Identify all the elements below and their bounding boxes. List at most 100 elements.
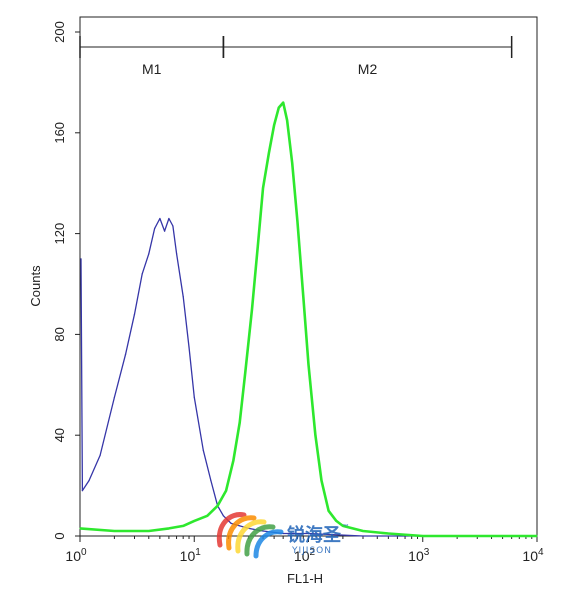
series-point [113, 396, 115, 398]
series-point [342, 525, 344, 527]
y-tick: 40 [52, 428, 80, 442]
series-point [273, 124, 275, 126]
series-point [286, 119, 288, 121]
x-tick: 100 [65, 536, 87, 564]
gate-label: M2 [358, 61, 378, 77]
series-point [314, 434, 316, 436]
series-point [262, 530, 264, 532]
series-point [164, 230, 166, 232]
plot-frame [79, 16, 538, 537]
series-point [81, 490, 83, 492]
logo-tm: ™ [342, 523, 350, 532]
series-point [307, 364, 310, 366]
series-point [302, 296, 304, 298]
series-point [291, 162, 293, 164]
series-point [88, 480, 90, 482]
gate-m2: M2 [222, 36, 513, 77]
series-point [210, 480, 212, 482]
series-point [172, 225, 174, 227]
logo-subtext: YIJISON [291, 546, 332, 556]
series-point [251, 308, 253, 310]
x-tick: 104 [522, 536, 544, 564]
series-point [148, 253, 150, 255]
series-point [124, 354, 127, 356]
y-tick-label: 80 [52, 327, 67, 341]
series-point [141, 273, 143, 275]
series-point [232, 459, 234, 461]
y-tick-label: 40 [52, 428, 67, 442]
gate-markers: M1 M2 [79, 36, 513, 77]
series-point [133, 313, 136, 315]
x-tick-label: 102 [294, 547, 316, 564]
series-point [362, 530, 364, 532]
series-point [188, 346, 190, 348]
y-tick: 160 [52, 122, 80, 144]
series-point [176, 253, 178, 255]
series-1 [79, 101, 538, 538]
series-point [222, 515, 224, 517]
series-point [362, 535, 364, 537]
series-point [335, 520, 337, 522]
y-tick: 120 [52, 223, 80, 245]
series-line [79, 101, 537, 538]
series-point [168, 217, 170, 220]
logo-text: 锐海圣 [287, 524, 342, 546]
y-tick-label: 120 [52, 223, 67, 245]
series-point [387, 532, 389, 535]
x-axis-label: FL1-H [287, 571, 323, 586]
series-point [182, 296, 184, 298]
series-point [168, 527, 170, 530]
y-tick: 200 [52, 21, 80, 43]
series-point [296, 220, 298, 222]
x-tick: 102 [294, 536, 316, 564]
series-point [225, 490, 227, 492]
x-tick-label: 104 [522, 547, 544, 564]
y-tick: 80 [52, 327, 80, 342]
x-tick-label: 101 [180, 547, 202, 564]
x-tick: 103 [408, 536, 430, 564]
series-point [148, 530, 150, 532]
y-tick-label: 0 [52, 532, 67, 539]
series-group [79, 101, 538, 538]
series-point [206, 515, 208, 517]
logo-mark-icon [216, 512, 284, 559]
series-point [244, 371, 246, 373]
tick-group: 0 40 80 120 160 200 100 101 102 103 104 [52, 21, 544, 564]
series-point [154, 228, 156, 230]
series-point [307, 532, 310, 535]
series-point [193, 396, 195, 398]
series-0 [80, 217, 538, 537]
y-tick-label: 160 [52, 122, 67, 144]
series-line [80, 217, 537, 537]
y-tick-label: 200 [52, 21, 67, 43]
series-point [159, 217, 161, 220]
gate-label: M1 [142, 61, 162, 77]
x-tick: 101 [180, 536, 202, 564]
y-axis-label: Counts [28, 265, 43, 307]
series-point [113, 530, 115, 532]
watermark-logo: 锐海圣 ™ YIJISON [216, 512, 350, 559]
series-point [202, 449, 204, 451]
series-point [99, 454, 101, 456]
series-point [79, 527, 81, 530]
series-point [422, 535, 424, 537]
series-point [257, 245, 259, 247]
series-point [282, 102, 284, 104]
series-point [320, 480, 323, 482]
series-point [239, 525, 241, 527]
y-tick: 0 [52, 532, 80, 540]
series-point [278, 107, 280, 109]
x-tick-label: 103 [408, 547, 430, 564]
gate-m1: M1 [79, 36, 225, 77]
series-point [262, 187, 264, 189]
series-point [80, 258, 82, 260]
series-point [536, 535, 538, 537]
series-point [239, 422, 241, 424]
series-point [182, 525, 184, 527]
series-point [268, 152, 270, 154]
series-point [328, 510, 330, 512]
x-tick-label: 100 [65, 547, 87, 564]
series-point [193, 520, 195, 522]
series-point [230, 522, 232, 525]
